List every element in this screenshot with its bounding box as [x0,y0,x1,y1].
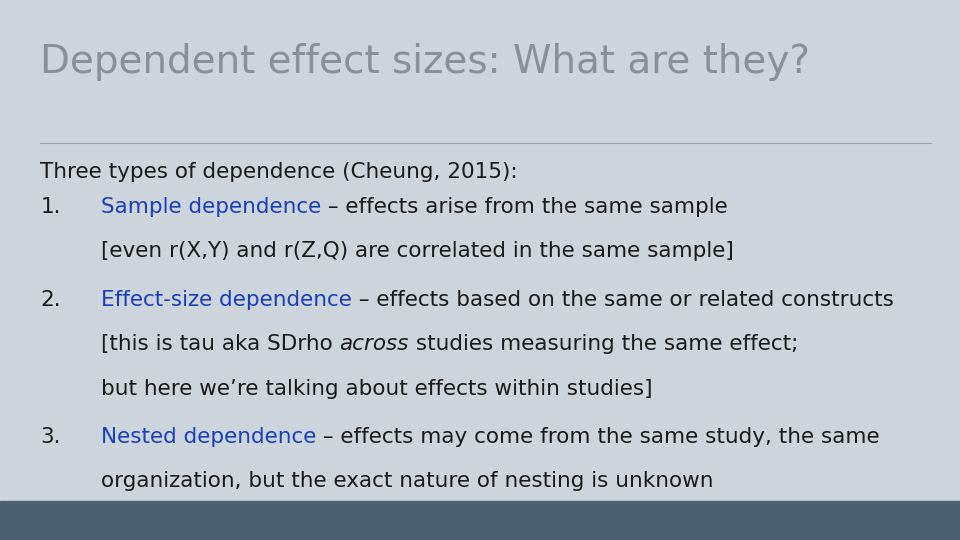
Text: Dependent effect sizes: What are they?: Dependent effect sizes: What are they? [40,43,810,81]
Text: 2.: 2. [40,290,60,310]
Text: [this is tau aka SDrho: [this is tau aka SDrho [101,334,340,354]
Text: [even r(X,Y) and r(Z,Q) are correlated in the same sample]: [even r(X,Y) and r(Z,Q) are correlated i… [101,241,733,261]
Text: organization, but the exact nature of nesting is unknown: organization, but the exact nature of ne… [101,471,713,491]
Text: Effect-size dependence: Effect-size dependence [101,290,351,310]
Text: – effects may come from the same study, the same: – effects may come from the same study, … [316,427,879,447]
Bar [0,501,960,540]
Text: – effects arise from the same sample: – effects arise from the same sample [321,197,728,217]
Text: 1.: 1. [40,197,60,217]
Text: Sample dependence: Sample dependence [101,197,321,217]
Text: – effects based on the same or related constructs: – effects based on the same or related c… [351,290,894,310]
Text: across: across [340,334,409,354]
Text: studies measuring the same effect;: studies measuring the same effect; [409,334,799,354]
Text: 3.: 3. [40,427,60,447]
Text: but here we’re talking about effects within studies]: but here we’re talking about effects wit… [101,379,653,399]
Text: Nested dependence: Nested dependence [101,427,316,447]
Text: Three types of dependence (Cheung, 2015):: Three types of dependence (Cheung, 2015)… [40,162,518,182]
